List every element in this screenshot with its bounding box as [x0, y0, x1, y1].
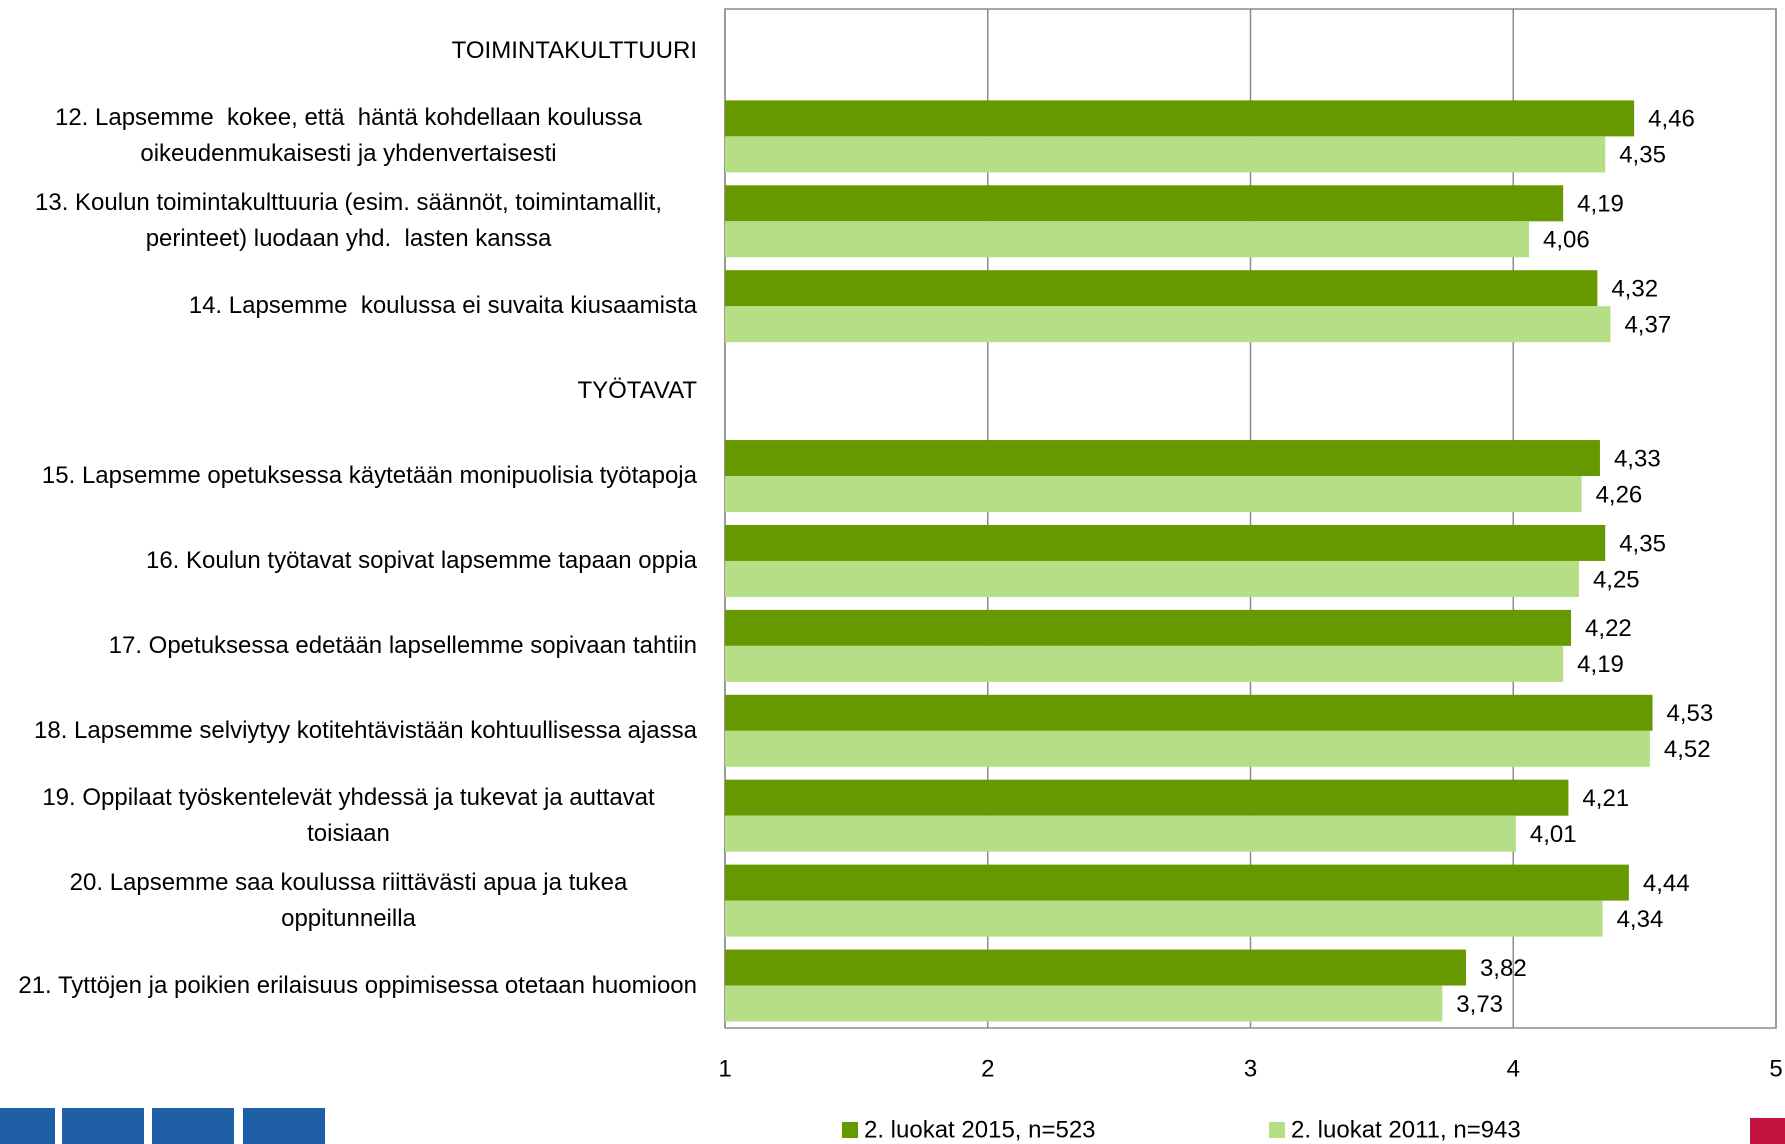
value-label: 4,22: [1585, 615, 1632, 642]
category-label: 20. Lapsemme saa koulussa riittävästi ap…: [69, 868, 634, 932]
category-label: 17. Opetuksessa edetään lapsellemme sopi…: [108, 631, 697, 659]
value-label: 4,35: [1619, 142, 1666, 169]
value-label: 4,37: [1624, 312, 1671, 339]
category-label: 12. Lapsemme kokee, että häntä kohdellaa…: [54, 104, 649, 168]
bar: [725, 100, 1635, 137]
bar: [725, 440, 1600, 477]
bar: [725, 476, 1582, 513]
value-label: 4,06: [1543, 227, 1590, 254]
legend-label: 2. luokat 2015, n=523: [864, 1116, 1096, 1143]
value-label: 4,19: [1577, 651, 1624, 678]
value-label: 4,34: [1617, 906, 1664, 933]
value-label: 4,01: [1530, 821, 1577, 848]
logos: [0, 1108, 1785, 1144]
plot-frame: [724, 8, 1777, 1029]
category-label: 15. Lapsemme opetuksessa käytetään monip…: [41, 462, 697, 490]
bar: [725, 524, 1606, 561]
bar: [725, 985, 1443, 1022]
x-tick-label: 4: [1507, 1055, 1520, 1082]
legend-swatch: [842, 1122, 858, 1138]
bar: [725, 560, 1579, 597]
value-label: 3,82: [1480, 955, 1527, 982]
value-label: 4,52: [1664, 736, 1711, 763]
bar: [725, 815, 1516, 852]
category-label: 19. Oppilaat työskentelevät yhdessä ja t…: [42, 783, 662, 847]
category-label: TOIMINTAKULTTUURI: [451, 37, 697, 65]
legend-label: 2. luokat 2011, n=943: [1291, 1116, 1521, 1143]
category-label: 21. Tyttöjen ja poikien erilaisuus oppim…: [18, 971, 697, 999]
bar: [725, 136, 1606, 173]
bar: [725, 221, 1530, 258]
legend-swatch: [1269, 1122, 1285, 1138]
value-label: 4,26: [1596, 481, 1643, 508]
value-label: 3,73: [1456, 991, 1503, 1018]
value-label: 4,46: [1648, 106, 1695, 133]
bar: [725, 306, 1611, 343]
value-label: 4,19: [1577, 191, 1624, 218]
value-label: 4,25: [1593, 566, 1640, 593]
x-tick-label: 3: [1244, 1055, 1257, 1082]
bar: [725, 694, 1653, 731]
x-tick-label: 1: [718, 1055, 731, 1082]
bar: [725, 779, 1569, 816]
value-label: 4,44: [1643, 870, 1690, 897]
logo: [0, 1108, 55, 1144]
bar: [725, 900, 1603, 937]
bar: [725, 185, 1564, 222]
category-label: TYÖTAVAT: [577, 377, 697, 405]
value-label: 4,53: [1667, 700, 1714, 727]
x-tick-label: 2: [981, 1055, 994, 1082]
value-label: 4,35: [1619, 530, 1666, 557]
value-label: 4,32: [1611, 276, 1658, 303]
category-label: 18. Lapsemme selviytyy kotitehtävistään …: [34, 716, 697, 744]
value-label: 4,21: [1582, 785, 1629, 812]
value-label: 4,33: [1614, 445, 1661, 472]
category-label: 14. Lapsemme koulussa ei suvaita kiusaam…: [188, 292, 697, 320]
bar: [725, 730, 1650, 767]
logo: [243, 1108, 325, 1144]
bar: [725, 609, 1572, 646]
bar: [725, 270, 1598, 307]
category-label: 13. Koulun toimintakulttuuria (esim. sää…: [35, 189, 669, 253]
bar: [725, 949, 1466, 986]
bar: [725, 645, 1564, 682]
bar: [725, 864, 1629, 901]
category-label: 16. Koulun työtavat sopivat lapsemme tap…: [145, 546, 697, 574]
logo: [1750, 1118, 1785, 1144]
x-tick-label: 5: [1769, 1055, 1782, 1082]
logo: [152, 1108, 234, 1144]
logo: [62, 1108, 144, 1144]
